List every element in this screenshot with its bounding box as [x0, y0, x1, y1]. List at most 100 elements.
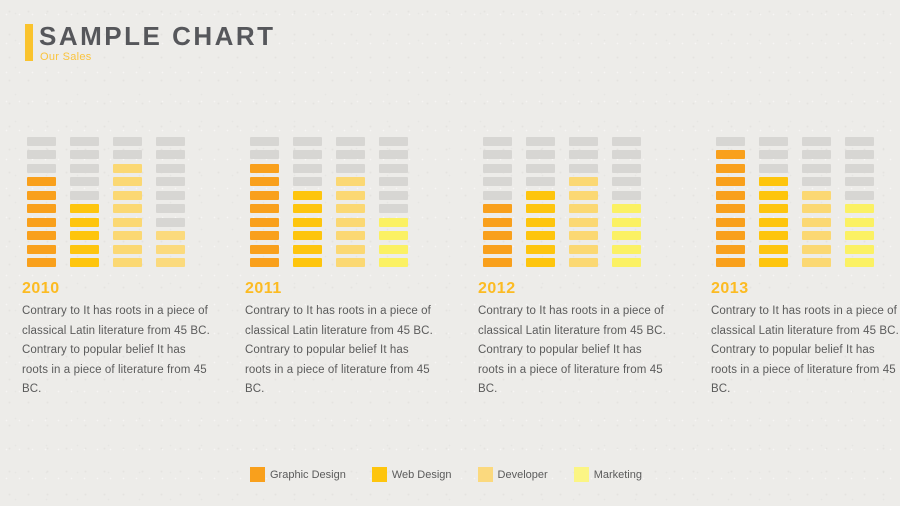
bar-segment-empty: [156, 217, 185, 227]
bar-segment-filled: [802, 231, 831, 240]
bar-segment-empty: [759, 163, 788, 173]
bar-segment-filled: [526, 217, 555, 227]
bar-segment-empty: [526, 150, 555, 159]
bar-segment-empty: [802, 177, 831, 186]
bar-segment-empty: [802, 136, 831, 146]
bar-column-web-design: [526, 136, 555, 267]
bar-segment-empty: [845, 136, 874, 146]
year-label: 2012: [478, 280, 516, 297]
bar-column-graphic-design: [250, 136, 279, 267]
bar-segment-filled: [113, 258, 142, 267]
bar-column-developer: [802, 136, 831, 267]
bar-segment-filled: [250, 163, 279, 173]
bar-segment-filled: [845, 204, 874, 213]
bar-segment-filled: [336, 204, 365, 213]
bar-segment-filled: [250, 177, 279, 186]
bar-segment-filled: [716, 204, 745, 213]
bar-segment-empty: [526, 136, 555, 146]
bar-segment-filled: [526, 258, 555, 267]
bar-segment-empty: [27, 163, 56, 173]
bar-segment-empty: [336, 150, 365, 159]
bar-segment-empty: [336, 136, 365, 146]
bar-segment-filled: [379, 217, 408, 227]
bar-segment-filled: [250, 258, 279, 267]
bar-segment-empty: [70, 136, 99, 146]
year-description: Contrary to It has roots in a piece of c…: [478, 305, 666, 396]
bar-segment-empty: [156, 190, 185, 200]
bar-segment-filled: [379, 244, 408, 254]
bar-segment-filled: [156, 244, 185, 254]
bar-segment-filled: [716, 190, 745, 200]
bar-segment-filled: [250, 190, 279, 200]
page-title: SAMPLE CHART: [39, 21, 276, 51]
bar-segment-filled: [27, 190, 56, 200]
bar-column-web-design: [759, 136, 788, 267]
bar-segment-filled: [569, 231, 598, 240]
bar-segment-empty: [802, 163, 831, 173]
bar-segment-filled: [27, 231, 56, 240]
chart-legend: Graphic Design Web Design Developer Marketi…: [250, 467, 642, 482]
header: SAMPLE CHART Our Sales: [25, 22, 276, 63]
bar-segment-empty: [379, 204, 408, 213]
legend-item-marketing: Marketing: [573, 467, 642, 482]
bar-segment-empty: [293, 163, 322, 173]
bar-segment-filled: [526, 190, 555, 200]
year-group-2013: 2013 Contrary to It has roots in a piece…: [711, 136, 900, 400]
bar-segment-filled: [612, 204, 641, 213]
bar-segment-filled: [293, 258, 322, 267]
bar-segment-empty: [802, 150, 831, 159]
bar-segment-filled: [845, 231, 874, 240]
bar-segment-filled: [113, 204, 142, 213]
bar-segment-filled: [716, 150, 745, 159]
bar-segment-empty: [156, 204, 185, 213]
bar-segment-filled: [716, 258, 745, 267]
bar-segment-empty: [845, 177, 874, 186]
bar-column-developer: [569, 136, 598, 267]
bar-segment-empty: [250, 150, 279, 159]
bar-segment-filled: [802, 217, 831, 227]
bar-segment-filled: [293, 244, 322, 254]
year-label: 2013: [711, 280, 749, 297]
bar-segment-empty: [845, 163, 874, 173]
bar-segment-filled: [759, 177, 788, 186]
bar-column-developer: [113, 136, 142, 267]
bar-segment-empty: [483, 190, 512, 200]
bar-segment-empty: [612, 136, 641, 146]
bar-segment-empty: [569, 136, 598, 146]
year-group-2010: 2010 Contrary to It has roots in a piece…: [22, 136, 222, 400]
bar-column-web-design: [70, 136, 99, 267]
bar-segment-empty: [759, 136, 788, 146]
bar-segment-empty: [379, 136, 408, 146]
bar-segment-filled: [483, 244, 512, 254]
bar-segment-filled: [845, 258, 874, 267]
bar-segment-empty: [70, 190, 99, 200]
bar-segment-filled: [612, 244, 641, 254]
bar-segment-filled: [27, 217, 56, 227]
bar-segment-filled: [113, 217, 142, 227]
bar-column-marketing: [156, 136, 185, 267]
legend-label: Developer: [497, 468, 548, 481]
bar-segment-filled: [27, 177, 56, 186]
bar-segment-empty: [483, 150, 512, 159]
bar-segment-filled: [293, 231, 322, 240]
bar-segment-filled: [156, 258, 185, 267]
bar-segment-filled: [569, 244, 598, 254]
bar-segment-empty: [612, 177, 641, 186]
bar-group: [478, 136, 678, 267]
bar-segment-empty: [156, 177, 185, 186]
bar-segment-filled: [612, 258, 641, 267]
bar-segment-filled: [759, 217, 788, 227]
legend-item-web-design: Web Design: [371, 467, 452, 482]
legend-swatch: [573, 467, 589, 482]
bar-group: [22, 136, 222, 267]
bar-segment-empty: [483, 136, 512, 146]
bar-segment-filled: [293, 217, 322, 227]
bar-segment-filled: [113, 231, 142, 240]
bar-segment-filled: [113, 177, 142, 186]
bar-segment-empty: [70, 150, 99, 159]
bar-group: [711, 136, 900, 267]
bar-segment-empty: [526, 177, 555, 186]
bar-segment-empty: [156, 136, 185, 146]
bar-segment-filled: [70, 204, 99, 213]
